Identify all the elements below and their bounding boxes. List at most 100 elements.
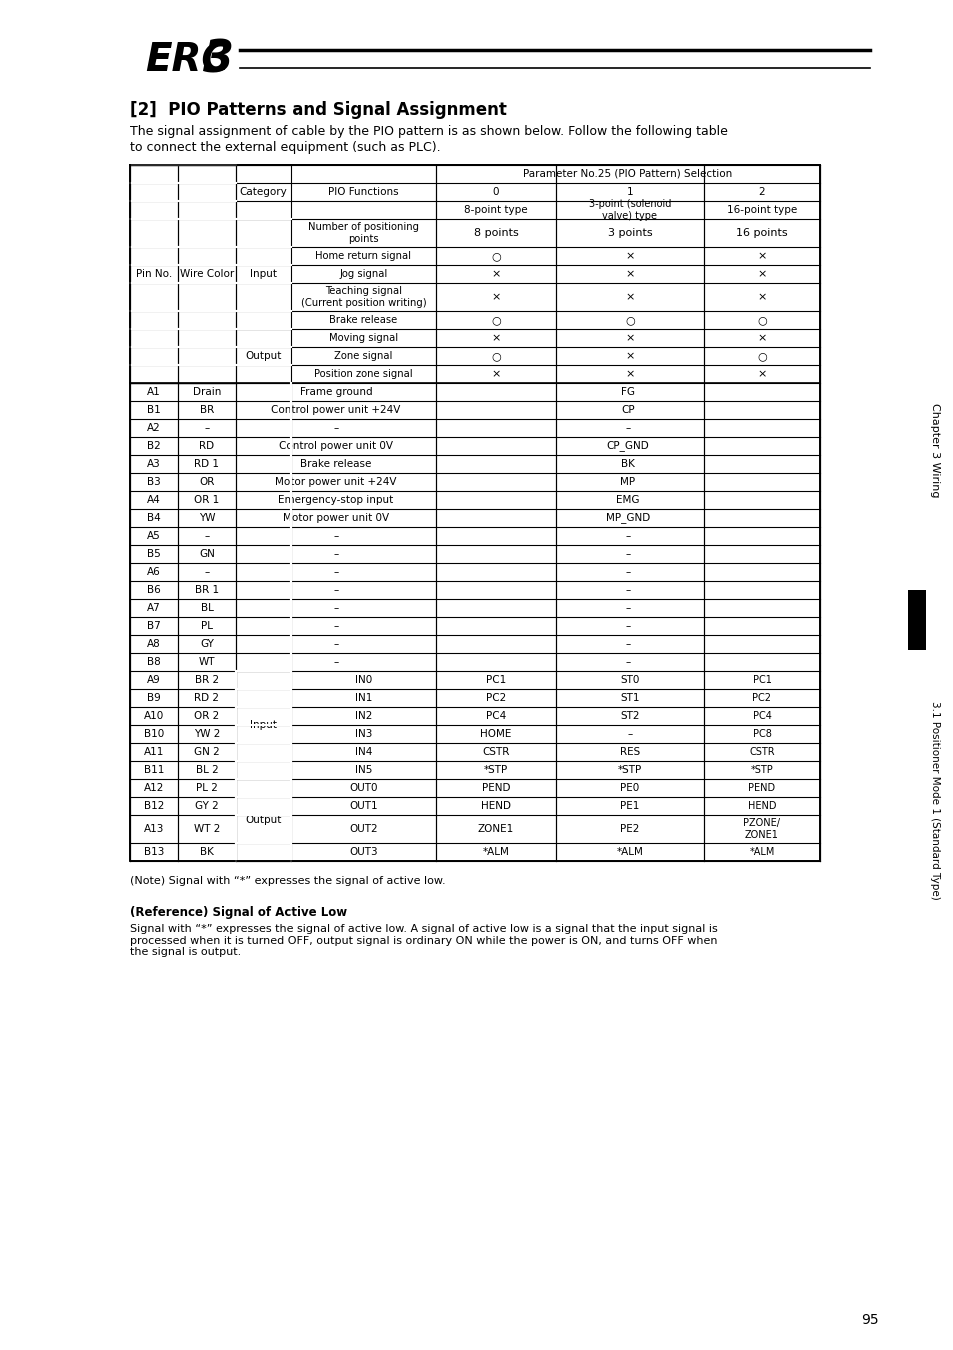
Text: PL 2: PL 2 — [196, 783, 217, 792]
Text: B1: B1 — [147, 405, 161, 414]
Text: YW 2: YW 2 — [193, 729, 220, 738]
Text: A1: A1 — [147, 387, 161, 397]
Text: YW: YW — [198, 513, 215, 522]
Text: 1: 1 — [626, 188, 633, 197]
Text: HOME: HOME — [479, 729, 511, 738]
Text: PC1: PC1 — [752, 675, 771, 684]
Text: A5: A5 — [147, 531, 161, 541]
Text: GY: GY — [200, 639, 213, 649]
Text: OR: OR — [199, 477, 214, 487]
Text: B7: B7 — [147, 621, 161, 630]
Text: A13: A13 — [144, 824, 164, 834]
Text: The signal assignment of cable by the PIO pattern is as shown below. Follow the : The signal assignment of cable by the PI… — [130, 126, 727, 139]
Text: PEND: PEND — [481, 783, 510, 792]
Text: ×: × — [491, 333, 500, 343]
Text: Brake release: Brake release — [329, 315, 397, 325]
Text: ○: ○ — [624, 315, 634, 325]
Text: A3: A3 — [147, 459, 161, 468]
Text: PZONE/
ZONE1: PZONE/ ZONE1 — [742, 818, 780, 840]
Text: B10: B10 — [144, 729, 164, 738]
Text: Control power unit 0V: Control power unit 0V — [278, 441, 393, 451]
Text: ○: ○ — [757, 351, 766, 360]
Text: BR: BR — [200, 405, 213, 414]
Text: –: – — [625, 621, 630, 630]
Text: 8-point type: 8-point type — [464, 205, 527, 215]
Text: (Reference) Signal of Active Low: (Reference) Signal of Active Low — [130, 906, 347, 919]
Text: –: – — [333, 657, 338, 667]
Text: B3: B3 — [147, 477, 161, 487]
Text: IN3: IN3 — [355, 729, 372, 738]
Text: IN1: IN1 — [355, 693, 372, 703]
Text: –: – — [627, 729, 632, 738]
Text: –: – — [625, 567, 630, 576]
Text: –: – — [333, 621, 338, 630]
Text: –: – — [625, 423, 630, 433]
Text: OUT2: OUT2 — [349, 824, 377, 834]
Text: A9: A9 — [147, 675, 161, 684]
Text: PIO Functions: PIO Functions — [328, 188, 398, 197]
Text: –: – — [333, 585, 338, 595]
Text: B2: B2 — [147, 441, 161, 451]
Text: *ALM: *ALM — [482, 846, 509, 857]
Text: RD 1: RD 1 — [194, 459, 219, 468]
Text: RD 2: RD 2 — [194, 693, 219, 703]
Text: 16 points: 16 points — [736, 228, 787, 238]
Text: –: – — [333, 639, 338, 649]
Text: *ALM: *ALM — [616, 846, 642, 857]
Text: A6: A6 — [147, 567, 161, 576]
Text: PE0: PE0 — [619, 783, 639, 792]
Text: ST2: ST2 — [619, 711, 639, 721]
Text: HEND: HEND — [480, 801, 511, 811]
Text: MP: MP — [619, 477, 635, 487]
Text: –: – — [333, 531, 338, 541]
Text: A8: A8 — [147, 639, 161, 649]
Text: Number of positioning
points: Number of positioning points — [308, 223, 418, 244]
Text: ×: × — [624, 351, 634, 360]
Text: A4: A4 — [147, 495, 161, 505]
Text: BK: BK — [200, 846, 213, 857]
Text: Output: Output — [245, 351, 281, 360]
Text: ×: × — [491, 369, 500, 379]
Text: ×: × — [757, 333, 766, 343]
Text: Motor power unit +24V: Motor power unit +24V — [275, 477, 396, 487]
FancyBboxPatch shape — [130, 165, 820, 861]
Text: CSTR: CSTR — [482, 747, 509, 757]
Text: IN5: IN5 — [355, 765, 372, 775]
Text: –: – — [204, 531, 210, 541]
Text: ×: × — [624, 369, 634, 379]
Text: ○: ○ — [757, 315, 766, 325]
Text: Pin No.: Pin No. — [135, 269, 172, 279]
Text: 3.1 Positioner Mode 1 (Standard Type): 3.1 Positioner Mode 1 (Standard Type) — [929, 701, 939, 899]
Text: IN0: IN0 — [355, 675, 372, 684]
Text: *STP: *STP — [750, 765, 773, 775]
Text: ST0: ST0 — [619, 675, 639, 684]
Text: ×: × — [757, 292, 766, 302]
Text: Control power unit +24V: Control power unit +24V — [271, 405, 400, 414]
Text: PC8: PC8 — [752, 729, 771, 738]
Text: to connect the external equipment (such as PLC).: to connect the external equipment (such … — [130, 140, 440, 154]
Text: Wire Color: Wire Color — [180, 269, 233, 279]
Text: A7: A7 — [147, 603, 161, 613]
Text: Moving signal: Moving signal — [329, 333, 397, 343]
Text: A11: A11 — [144, 747, 164, 757]
Text: 3: 3 — [203, 39, 233, 81]
Text: –: – — [204, 423, 210, 433]
Text: Brake release: Brake release — [300, 459, 372, 468]
Text: ×: × — [757, 251, 766, 261]
Text: FG: FG — [620, 387, 635, 397]
FancyBboxPatch shape — [907, 590, 925, 649]
Text: B11: B11 — [144, 765, 164, 775]
Text: Jog signal: Jog signal — [339, 269, 387, 279]
Text: *ALM: *ALM — [748, 846, 774, 857]
Text: 16-point type: 16-point type — [726, 205, 797, 215]
Text: ×: × — [757, 369, 766, 379]
Text: GN 2: GN 2 — [193, 747, 219, 757]
Text: ×: × — [491, 269, 500, 279]
Text: CP_GND: CP_GND — [606, 440, 649, 451]
Text: Zone signal: Zone signal — [334, 351, 393, 360]
Text: *STP: *STP — [483, 765, 508, 775]
Text: ○: ○ — [491, 315, 500, 325]
Text: BL: BL — [200, 603, 213, 613]
Text: –: – — [333, 603, 338, 613]
Text: GN: GN — [199, 549, 214, 559]
